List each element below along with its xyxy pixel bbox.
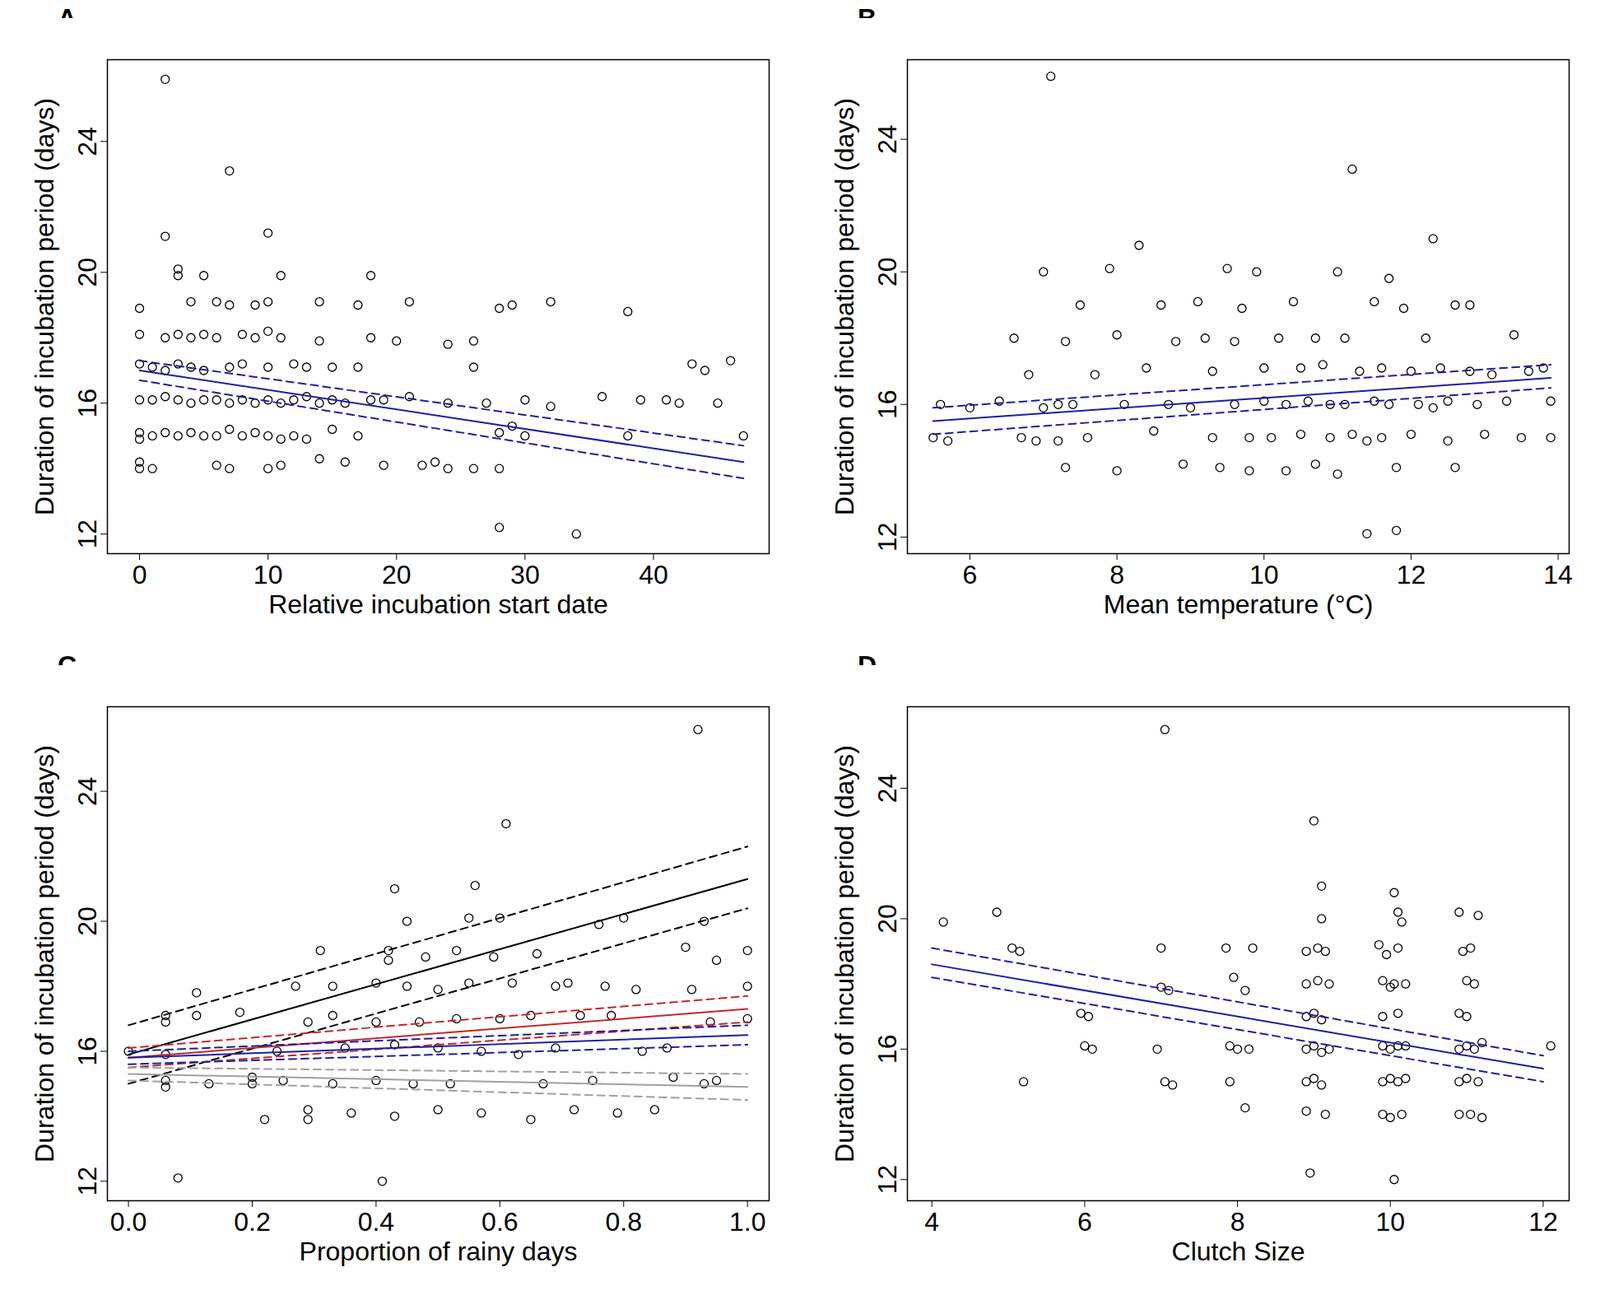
svg-text:10: 10 bbox=[1249, 559, 1280, 590]
svg-text:0.4: 0.4 bbox=[358, 1206, 395, 1237]
svg-text:12: 12 bbox=[72, 519, 103, 549]
svg-text:12: 12 bbox=[1396, 559, 1427, 590]
svg-text:24: 24 bbox=[72, 776, 103, 806]
svg-text:Duration of incubation period: Duration of incubation period (days) bbox=[829, 744, 860, 1163]
html-text:B: B bbox=[857, 3, 877, 33]
svg-text:24: 24 bbox=[72, 126, 103, 157]
svg-text:24: 24 bbox=[872, 773, 903, 804]
svg-text:24: 24 bbox=[872, 124, 903, 154]
svg-text:40: 40 bbox=[638, 559, 669, 590]
svg-text:Duration of incubation period: Duration of incubation period (days) bbox=[29, 97, 60, 516]
svg-text:14: 14 bbox=[1543, 559, 1573, 590]
svg-text:4: 4 bbox=[924, 1206, 940, 1237]
svg-text:12: 12 bbox=[1528, 1206, 1559, 1237]
svg-text:12: 12 bbox=[72, 1166, 103, 1196]
svg-text:0: 0 bbox=[132, 559, 148, 590]
html-text:D: D bbox=[857, 650, 877, 680]
svg-text:0.2: 0.2 bbox=[233, 1206, 270, 1237]
svg-text:Clutch Size: Clutch Size bbox=[1172, 1236, 1306, 1266]
svg-text:10: 10 bbox=[1375, 1206, 1405, 1237]
svg-text:Duration of incubation period: Duration of incubation period (days) bbox=[829, 97, 860, 516]
svg-text:Mean temperature (°C): Mean temperature (°C) bbox=[1103, 589, 1374, 619]
svg-text:12: 12 bbox=[872, 1164, 903, 1195]
svg-text:8: 8 bbox=[1109, 559, 1125, 590]
svg-text:1.0: 1.0 bbox=[729, 1206, 766, 1237]
svg-text:Relative incubation start date: Relative incubation start date bbox=[268, 589, 609, 619]
svg-text:0.6: 0.6 bbox=[481, 1206, 518, 1237]
html-text:C: C bbox=[57, 650, 77, 680]
svg-text:0.8: 0.8 bbox=[605, 1206, 642, 1237]
svg-text:16: 16 bbox=[72, 1036, 103, 1066]
svg-text:6: 6 bbox=[1077, 1206, 1093, 1237]
svg-text:30: 30 bbox=[510, 559, 540, 590]
svg-text:Proportion of rainy days: Proportion of rainy days bbox=[299, 1236, 578, 1266]
svg-text:8: 8 bbox=[1230, 1206, 1246, 1237]
svg-text:20: 20 bbox=[872, 903, 903, 934]
svg-text:6: 6 bbox=[962, 559, 978, 590]
svg-text:20: 20 bbox=[72, 906, 103, 936]
svg-text:16: 16 bbox=[72, 388, 103, 419]
svg-text:Duration of incubation period: Duration of incubation period (days) bbox=[29, 744, 60, 1163]
svg-text:20: 20 bbox=[872, 256, 903, 287]
svg-text:12: 12 bbox=[872, 522, 903, 553]
svg-text:10: 10 bbox=[253, 559, 284, 590]
svg-text:0.0: 0.0 bbox=[110, 1206, 147, 1237]
svg-text:20: 20 bbox=[72, 257, 103, 288]
svg-text:16: 16 bbox=[872, 389, 903, 419]
svg-text:16: 16 bbox=[872, 1034, 903, 1065]
svg-text:20: 20 bbox=[381, 559, 412, 590]
html-text:A: A bbox=[57, 3, 77, 33]
